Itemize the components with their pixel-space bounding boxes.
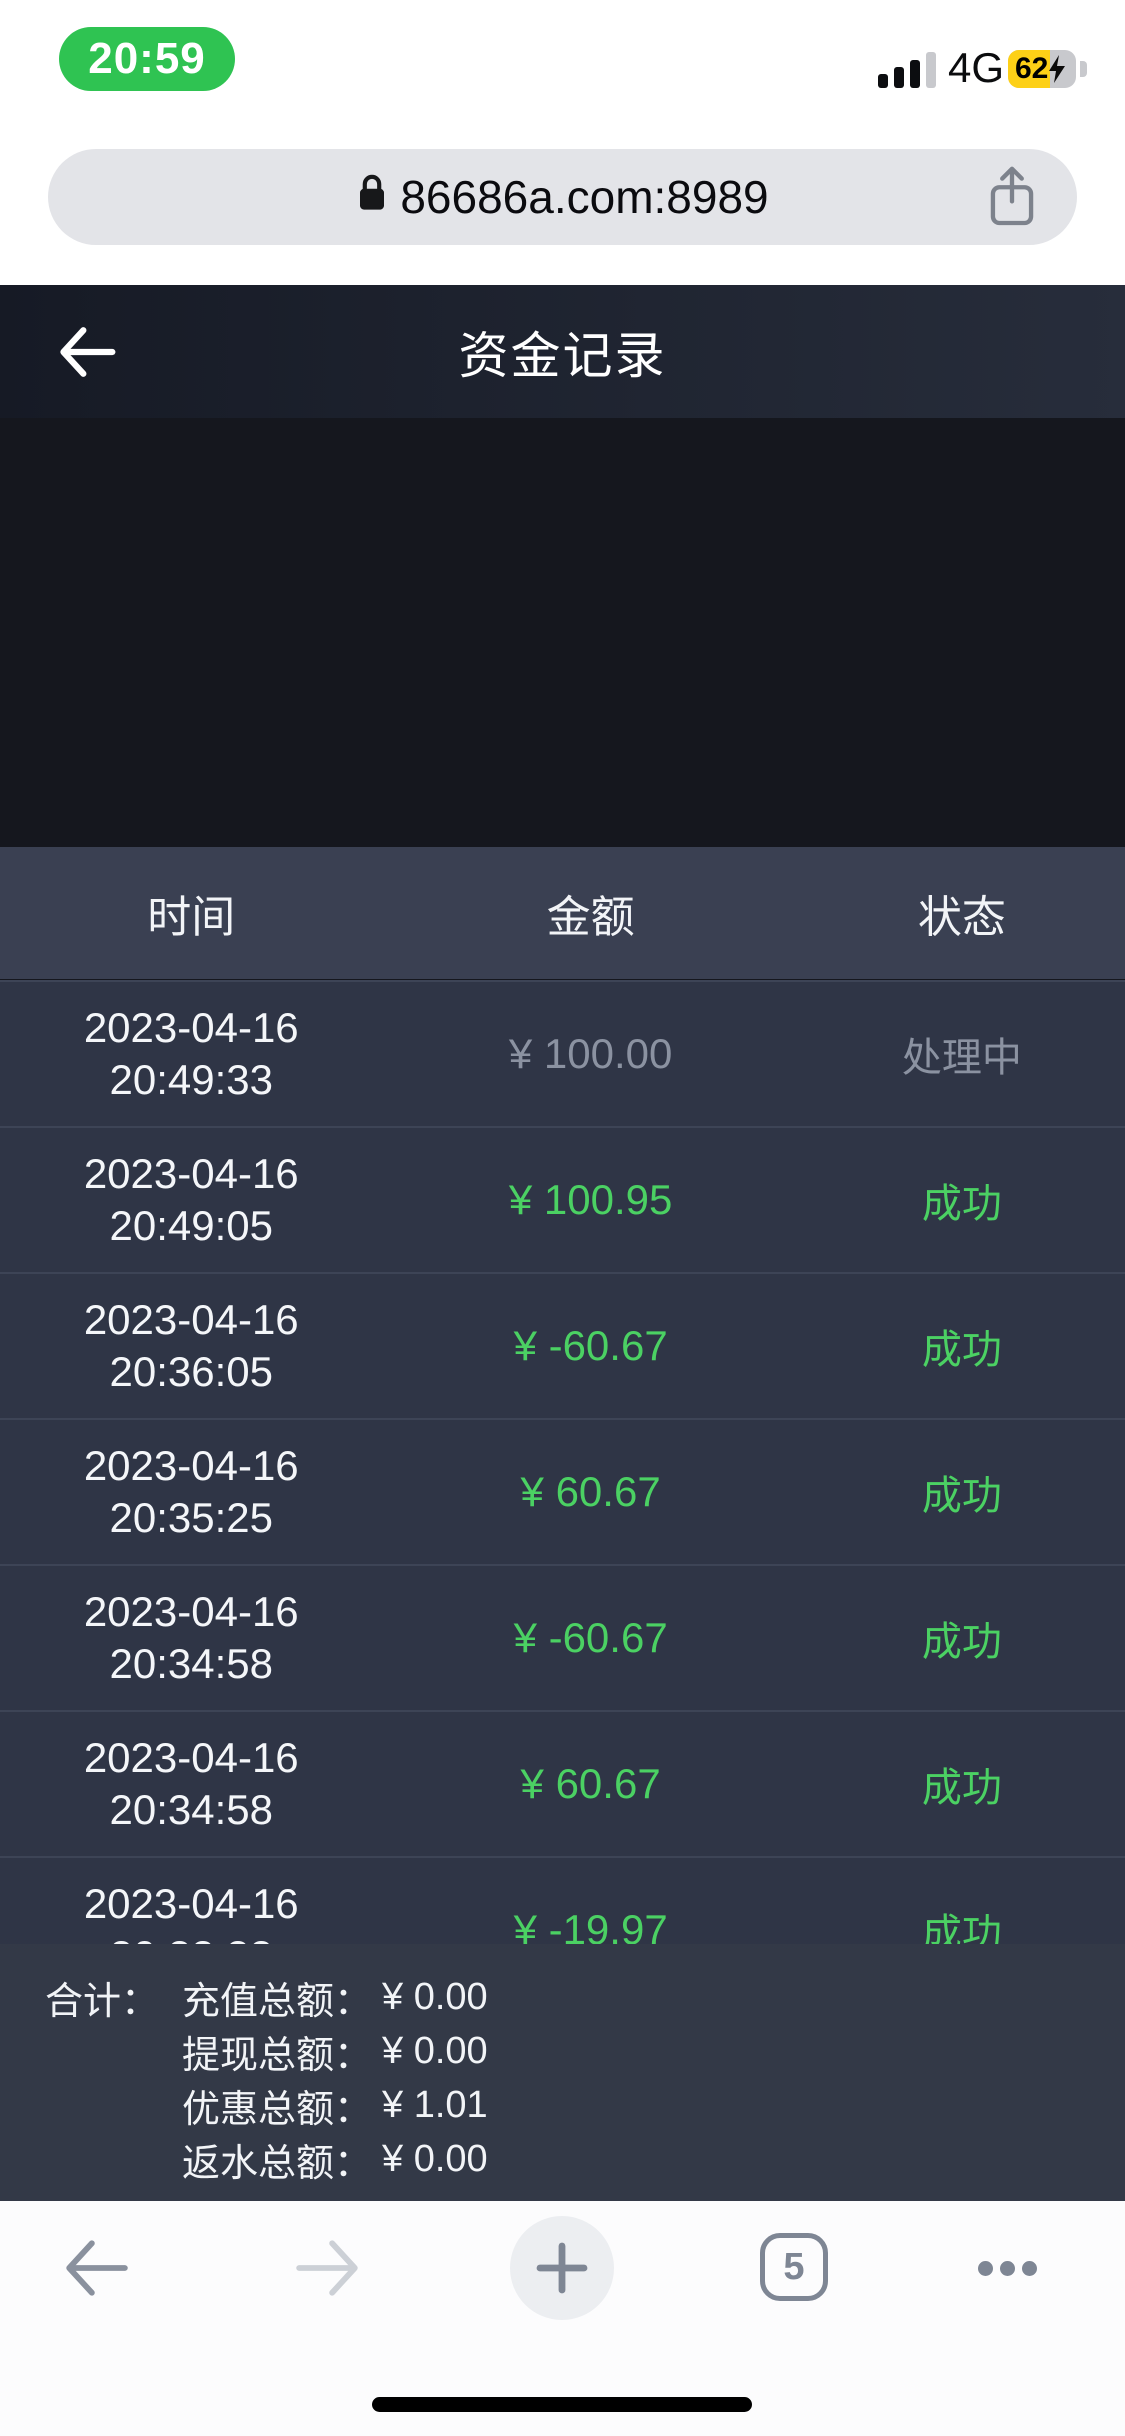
row-time: 2023-04-16 20:34:58	[0, 1586, 383, 1690]
browser-toolbar: 5	[0, 2201, 1125, 2436]
status-time: 20:59	[88, 34, 206, 83]
status-time-pill[interactable]: 20:59	[59, 27, 235, 91]
top-chrome: 20:59 4G 62 86686a.com:8989	[0, 0, 1125, 285]
row-time: 2023-04-16 20:36:05	[0, 1294, 383, 1398]
row-date: 2023-04-16	[83, 1442, 299, 1489]
share-icon	[990, 166, 1034, 226]
row-time: 2023-04-16 20:49:33	[0, 1002, 383, 1106]
row-amount: ¥ 100.95	[508, 1176, 673, 1223]
battery-icon: 62	[1008, 50, 1076, 88]
back-button[interactable]	[52, 321, 122, 383]
page-title: 资金记录	[458, 327, 667, 384]
new-tab-button[interactable]	[510, 2216, 614, 2320]
url-text: 86686a.com:8989	[400, 171, 769, 223]
battery-fill	[1008, 50, 1051, 88]
row-clock: 20:35:25	[109, 1494, 274, 1541]
row-time: 2023-04-16 20:35:25	[0, 1440, 383, 1544]
row-status: 成功	[921, 1182, 1002, 1226]
browser-forward-button[interactable]	[288, 2231, 368, 2305]
totals-label: 合计：	[45, 1981, 160, 2023]
browser-back-button[interactable]	[56, 2231, 136, 2305]
table-row: 2023-04-16 20:49:33 ¥ 100.00 处理中	[0, 980, 1125, 1126]
col-header-amount: 金额	[546, 893, 635, 942]
row-status: 成功	[921, 1474, 1002, 1518]
plus-icon	[536, 2242, 588, 2294]
row-status: 处理中	[901, 1036, 1022, 1080]
row-status: 成功	[921, 1766, 1002, 1810]
home-indicator[interactable]	[372, 2397, 752, 2412]
row-date: 2023-04-16	[83, 1880, 299, 1927]
row-time: 2023-04-16 20:34:58	[0, 1732, 383, 1836]
row-date: 2023-04-16	[83, 1588, 299, 1635]
totals-item: 优惠总额： ¥ 1.01	[182, 2078, 488, 2132]
row-date: 2023-04-16	[83, 1150, 299, 1197]
table-row: 2023-04-16 20:34:58 ¥ 60.67 成功	[0, 1710, 1125, 1856]
row-date: 2023-04-16	[83, 1004, 299, 1051]
totals-items: 充值总额： ¥ 0.00 提现总额： ¥ 0.00 优惠总额： ¥ 1.01 返…	[182, 1970, 488, 2186]
totals-item-value: ¥ 1.01	[382, 2083, 488, 2126]
ellipsis-icon	[977, 2260, 993, 2276]
totals-summary: 合计： 充值总额： ¥ 0.00 提现总额： ¥ 0.00 优惠总额： ¥ 1.…	[0, 1944, 1125, 2201]
totals-item-value: ¥ 0.00	[382, 2029, 488, 2072]
totals-item-label: 充值总额：	[182, 1980, 373, 2023]
browser-forward-icon	[296, 2240, 358, 2296]
share-button[interactable]	[981, 166, 1043, 228]
row-clock: 20:34:58	[109, 1640, 274, 1687]
row-amount: ¥ -60.67	[513, 1322, 668, 1369]
row-date: 2023-04-16	[83, 1734, 299, 1781]
table-row: 2023-04-16 20:49:05 ¥ 100.95 成功	[0, 1126, 1125, 1272]
tab-count: 5	[783, 2245, 805, 2288]
row-amount: ¥ -60.67	[513, 1614, 668, 1661]
charging-bolt-icon	[1047, 55, 1067, 88]
network-type-label: 4G	[948, 44, 1005, 91]
row-clock: 20:34:58	[109, 1786, 274, 1833]
page-header: 资金记录	[0, 285, 1125, 418]
totals-item: 返水总额： ¥ 0.00	[182, 2132, 488, 2186]
back-arrow-icon	[60, 327, 116, 377]
col-header-status: 状态	[917, 893, 1006, 942]
address-bar[interactable]: 86686a.com:8989	[48, 149, 1077, 245]
totals-item-label: 返水总额：	[182, 2142, 373, 2185]
battery-percent: 62	[1015, 52, 1049, 85]
row-clock: 20:49:05	[109, 1202, 274, 1249]
table-row: 2023-04-16 20:34:58 ¥ -60.67 成功	[0, 1564, 1125, 1710]
row-clock: 20:36:05	[109, 1348, 274, 1395]
more-button[interactable]	[962, 2253, 1052, 2283]
totals-item-value: ¥ 0.00	[382, 1975, 488, 2018]
row-status: 成功	[921, 1328, 1002, 1372]
totals-item-label: 优惠总额：	[182, 2088, 373, 2131]
signal-strength-icon	[878, 52, 938, 88]
col-header-time: 时间	[147, 893, 236, 942]
table-row: 2023-04-16 20:36:05 ¥ -60.67 成功	[0, 1272, 1125, 1418]
lock-icon	[356, 170, 388, 224]
tabs-button[interactable]: 5	[760, 2233, 828, 2301]
row-amount: ¥ 60.67	[520, 1760, 661, 1807]
table-header: 时间 金额 状态	[0, 847, 1125, 979]
battery-nub	[1080, 61, 1087, 77]
totals-item: 提现总额： ¥ 0.00	[182, 2024, 488, 2078]
totals-item-value: ¥ 0.00	[382, 2137, 488, 2180]
row-date: 2023-04-16	[83, 1296, 299, 1343]
row-time: 2023-04-16 20:49:05	[0, 1148, 383, 1252]
browser-back-icon	[66, 2240, 128, 2296]
row-clock: 20:49:33	[109, 1056, 274, 1103]
row-status: 成功	[921, 1620, 1002, 1664]
totals-item-label: 提现总额：	[182, 2034, 373, 2077]
totals-item: 充值总额： ¥ 0.00	[182, 1970, 488, 2024]
row-amount: ¥ 60.67	[520, 1468, 661, 1515]
row-amount: ¥ 100.00	[508, 1030, 673, 1077]
table-row: 2023-04-16 20:35:25 ¥ 60.67 成功	[0, 1418, 1125, 1564]
filter-section: 创建日期： 2023-04-16 ~ 2023-04-17	[0, 418, 1125, 1225]
